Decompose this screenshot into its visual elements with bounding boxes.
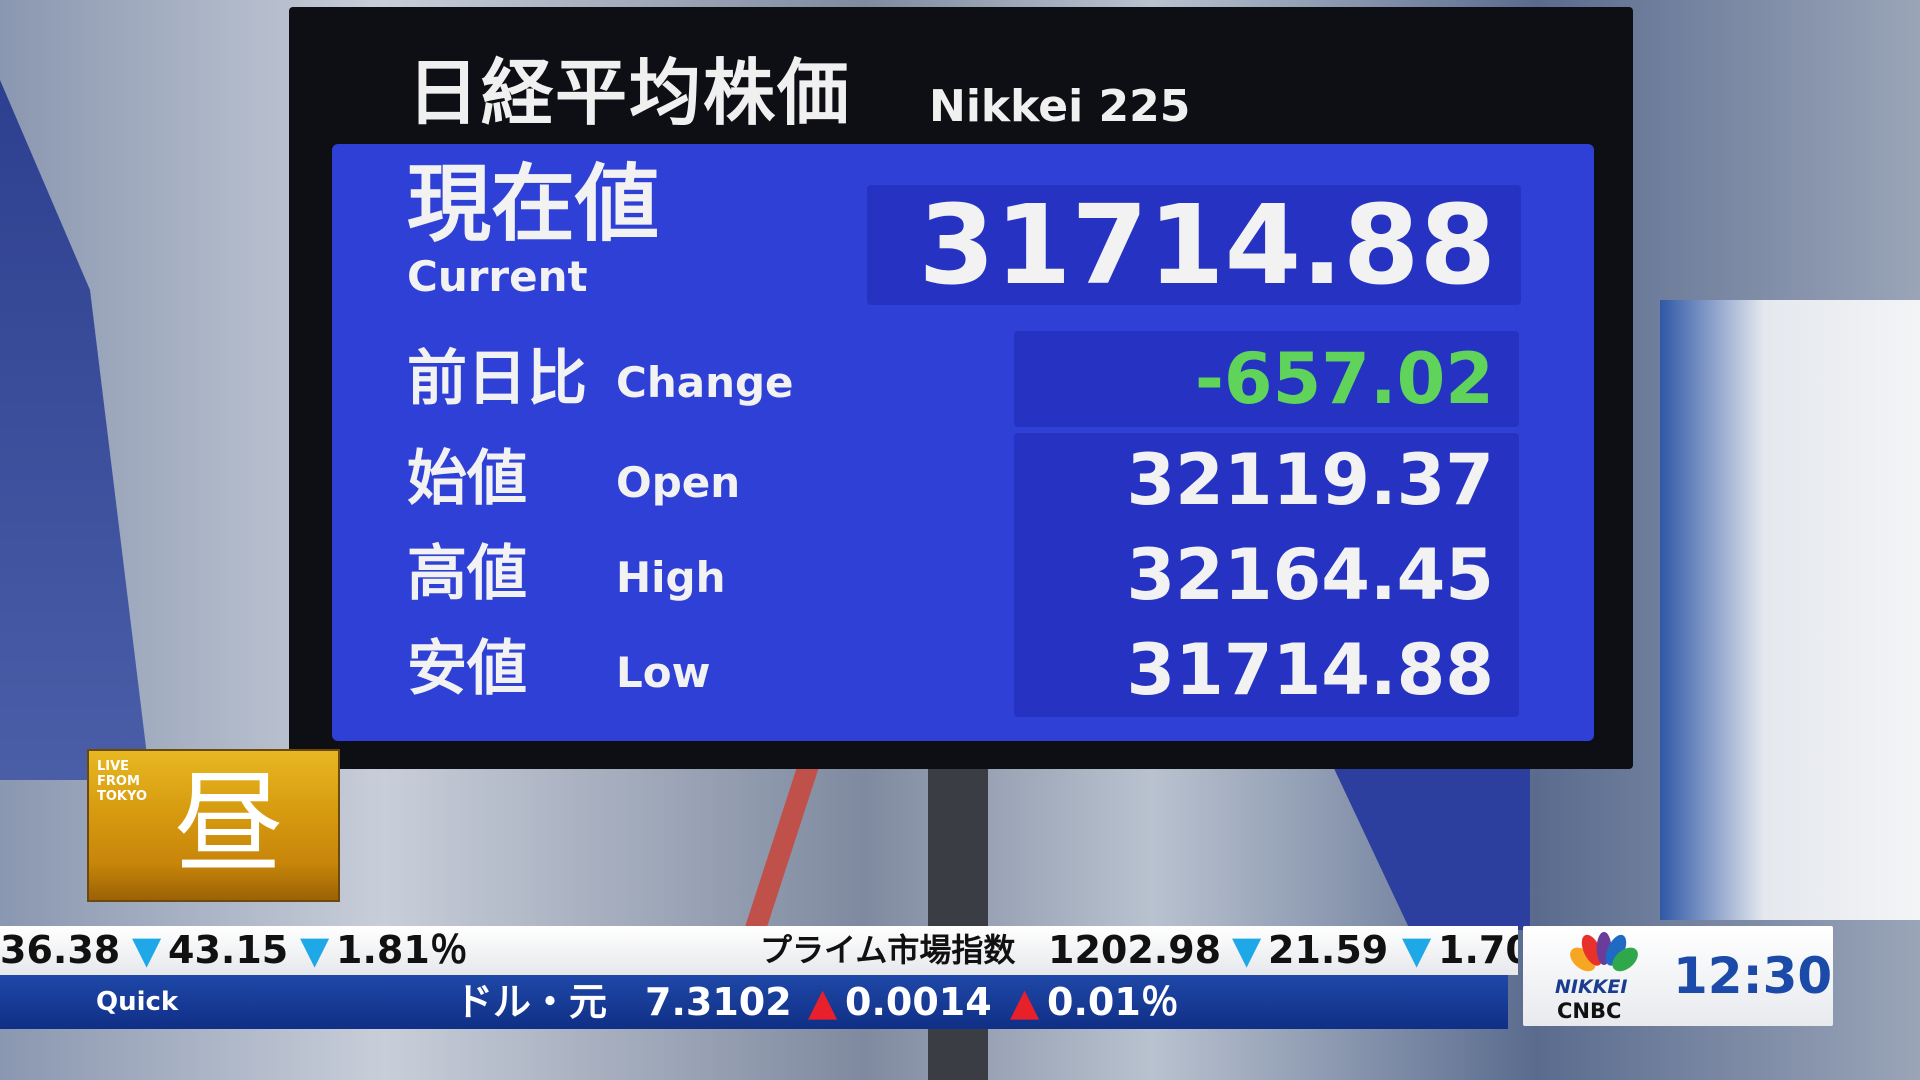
ohl-values-box: 32119.37 32164.45 31714.88 [1014, 433, 1519, 717]
down-arrow-icon: ▼ [300, 928, 330, 972]
up-arrow-icon: ▲ [1010, 980, 1040, 1024]
ticker-item: 43.15 [168, 928, 289, 972]
live-from-tokyo-badge: LIVE FROM TOKYO 昼 [87, 749, 340, 902]
ticker-item: 36.38 [0, 928, 121, 972]
peacock-logo-icon [1570, 931, 1638, 972]
high-value: 32164.45 [1126, 534, 1494, 616]
high-label-jp: 高値 [407, 539, 527, 609]
badge-kanji: 昼 [174, 760, 284, 888]
studio-decoration [740, 760, 822, 940]
ticker-rate: 7.3102 [645, 980, 792, 1024]
low-value: 31714.88 [1126, 629, 1494, 711]
studio-decoration [1330, 760, 1530, 930]
low-label-en: Low [616, 648, 711, 697]
ticker-item: 1202.98 [1048, 928, 1222, 972]
badge-from: FROM [97, 774, 140, 789]
logo-cnbc: CNBC [1557, 999, 1622, 1023]
down-arrow-icon: ▼ [1402, 928, 1432, 972]
badge-tokyo: TOKYO [97, 789, 147, 804]
high-label-en: High [616, 553, 726, 602]
ticker-item: 1.81％ [336, 928, 468, 972]
nikkei-cnbc-logo-clock: NIKKEI CNBC 12:30 [1523, 926, 1833, 1026]
logo-nikkei: NIKKEI [1555, 976, 1628, 998]
ticker-item: 1.70 [1438, 928, 1518, 972]
ticker-pair: ドル・元 [455, 980, 608, 1024]
current-value: 31714.88 [918, 181, 1496, 309]
ticker-source: Quick [96, 987, 179, 1017]
studio-background-left [0, 80, 150, 780]
open-label-jp: 始値 [407, 444, 527, 514]
ticker-percent: 0.01％ [1047, 980, 1179, 1024]
board-title-en: Nikkei 225 [929, 81, 1191, 132]
badge-live: LIVE [97, 759, 130, 774]
clock-time: 12:30 [1673, 947, 1833, 1005]
change-value: -657.02 [1194, 338, 1494, 420]
change-label-en: Change [616, 358, 794, 407]
nikkei-board-monitor: 日経平均株価 Nikkei 225 現在値 Current 31714.88 前… [289, 7, 1633, 769]
change-label-jp: 前日比 [407, 344, 587, 414]
open-value: 32119.37 [1126, 439, 1494, 521]
market-ticker-bottom: Quick ドル・元 7.3102 ▲ 0.0014 ▲ 0.01％ [0, 975, 1508, 1029]
board-title-jp: 日経平均株価 [407, 51, 852, 135]
ticker-item: 21.59 [1268, 928, 1389, 972]
studio-background-right [1660, 300, 1920, 920]
monitor-stand [928, 760, 988, 1080]
current-value-box: 31714.88 [867, 185, 1521, 305]
down-arrow-icon: ▼ [1232, 928, 1262, 972]
change-value-box: -657.02 [1014, 331, 1519, 427]
ticker-item: プライム市場指数 [760, 931, 1016, 969]
down-arrow-icon: ▼ [132, 928, 162, 972]
open-label-en: Open [616, 458, 741, 507]
ticker-change: 0.0014 [845, 980, 992, 1024]
quote-panel: 現在値 Current 31714.88 前日比 Change -657.02 … [332, 144, 1594, 741]
current-label-jp: 現在値 [407, 155, 660, 253]
market-ticker-top: 36.38 ▼ 43.15 ▼ 1.81％ プライム市場指数 1202.98 ▼ 21.59 ▼ 1… [0, 926, 1518, 975]
low-label-jp: 安値 [407, 634, 527, 704]
current-label-en: Current [407, 252, 588, 301]
up-arrow-icon: ▲ [808, 980, 838, 1024]
